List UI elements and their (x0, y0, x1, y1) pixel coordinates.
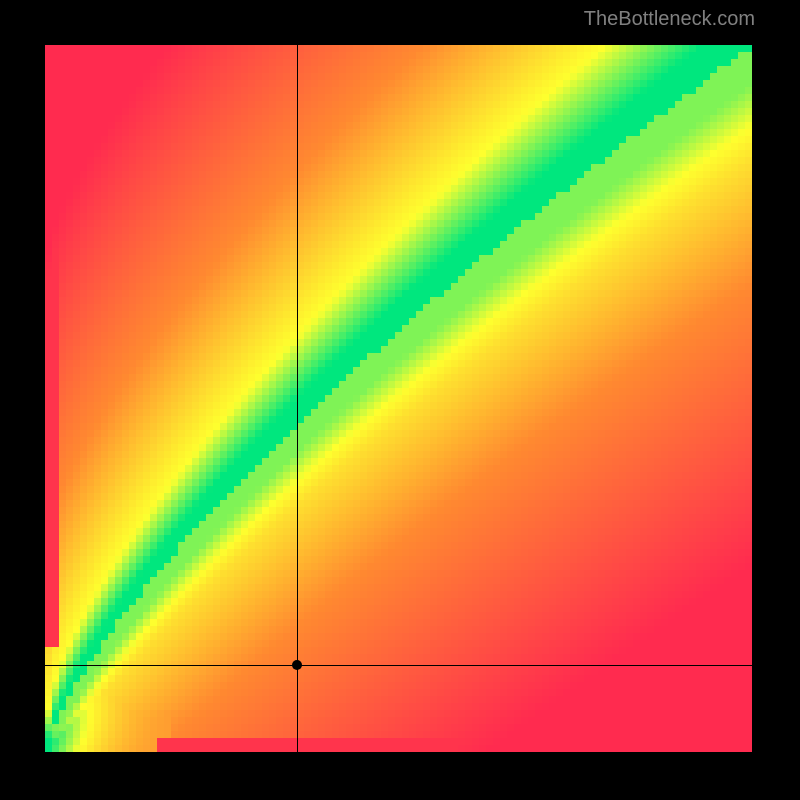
attribution-text: TheBottleneck.com (584, 8, 755, 31)
heatmap-chart (45, 45, 755, 755)
heatmap-canvas (45, 45, 755, 755)
